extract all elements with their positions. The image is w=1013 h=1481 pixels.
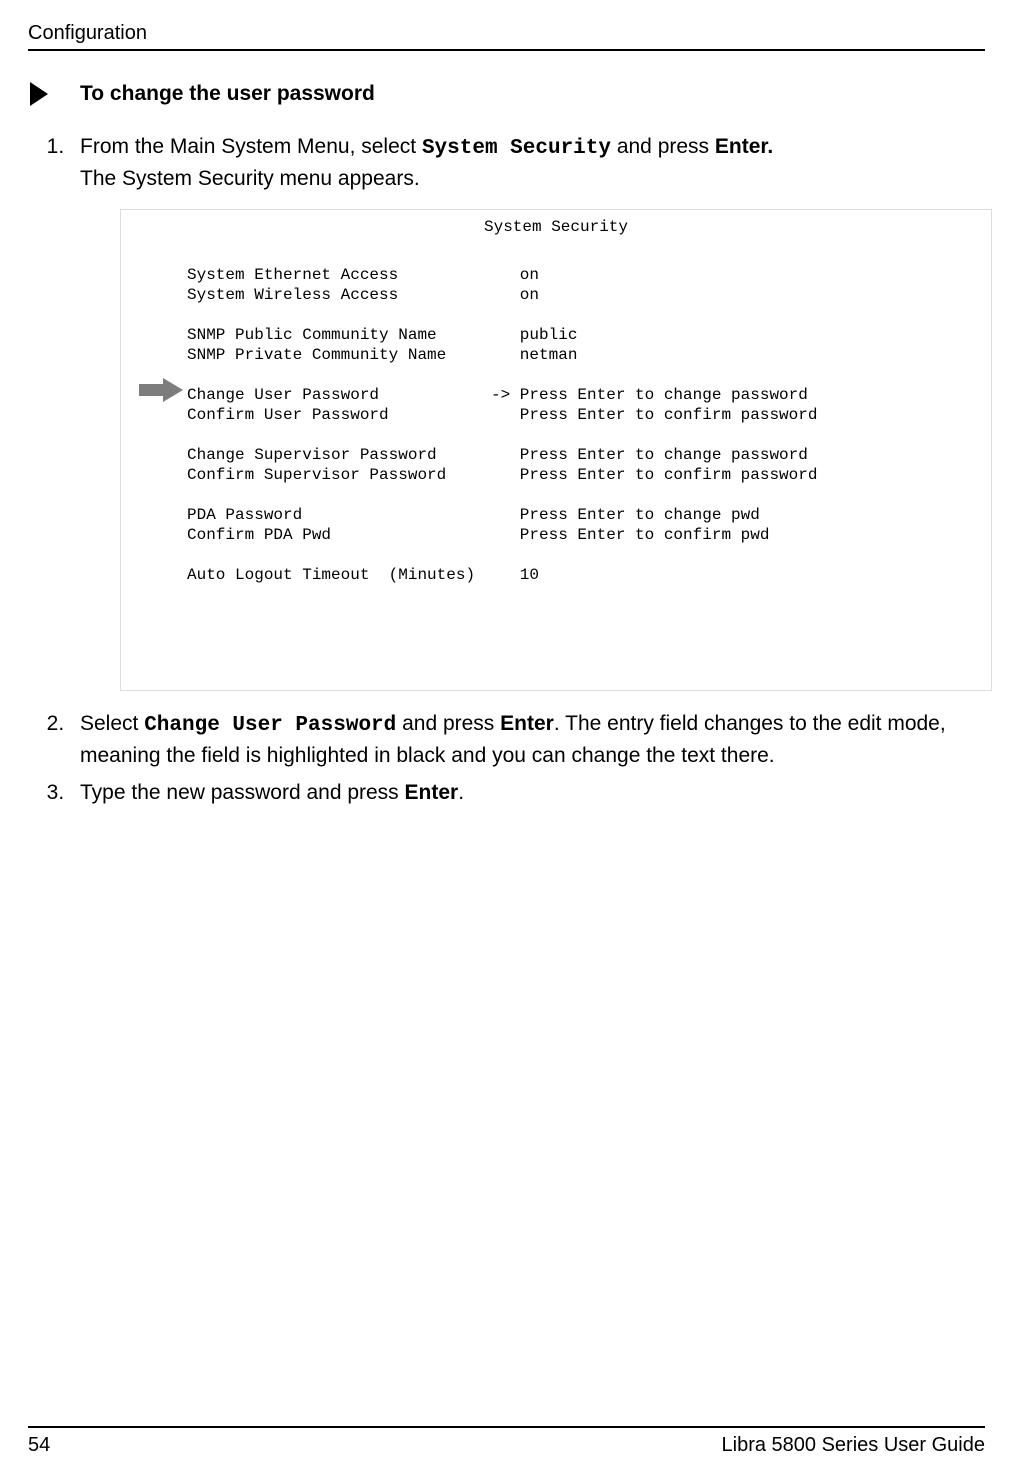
step-1: From the Main System Menu, select System… [70, 132, 985, 691]
step-3-text-a: Type the new password and press [80, 781, 405, 804]
menu-item-value: 10 [491, 564, 539, 587]
menu-item-value: on [491, 284, 539, 307]
terminal-screen: System Security System Ethernet Access o… [121, 210, 991, 690]
terminal-title: System Security [121, 216, 991, 239]
step-1-text-b: and press [611, 135, 715, 158]
menu-item-label: Confirm PDA Pwd [187, 524, 331, 547]
procedure-title: To change the user password [80, 82, 375, 106]
running-header: Configuration [28, 22, 985, 51]
step-1-code: System Security [422, 137, 611, 160]
pointer-arrow-icon [139, 378, 183, 402]
step-3-enter: Enter [405, 781, 459, 804]
page-footer: 54 Libra 5800 Series User Guide [28, 1426, 985, 1457]
step-2-code: Change User Password [144, 714, 396, 737]
menu-item-value: Press Enter to confirm pwd [491, 524, 769, 547]
procedure-heading: To change the user password [28, 80, 985, 108]
menu-item-label: Confirm Supervisor Password [187, 464, 446, 487]
menu-item-value: Press Enter to confirm password [491, 404, 817, 427]
page-content: To change the user password From the Mai… [28, 60, 985, 814]
step-1-enter: Enter. [715, 135, 773, 158]
menu-item-label: System Wireless Access [187, 284, 398, 307]
step-2-text-a: Select [80, 712, 144, 735]
step-1-line2: The System Security menu appears. [80, 167, 420, 190]
step-1-text-a: From the Main System Menu, select [80, 135, 422, 158]
step-2: Select Change User Password and press En… [70, 709, 985, 772]
menu-item-value: Press Enter to confirm password [491, 464, 817, 487]
menu-item-label: Confirm User Password [187, 404, 389, 427]
system-security-screenshot: System Security System Ethernet Access o… [120, 209, 992, 691]
procedure-arrow-icon [28, 80, 50, 108]
menu-item-label: SNMP Private Community Name [187, 344, 446, 367]
step-3: Type the new password and press Enter. [70, 778, 985, 808]
menu-item-label: Auto Logout Timeout (Minutes) [187, 564, 475, 587]
step-3-text-b: . [458, 781, 464, 804]
step-list: From the Main System Menu, select System… [28, 132, 985, 808]
page-number: 54 [28, 1434, 50, 1457]
step-2-enter: Enter [500, 712, 554, 735]
book-title: Libra 5800 Series User Guide [722, 1434, 985, 1457]
step-2-text-b: and press [396, 712, 500, 735]
section-title: Configuration [28, 22, 147, 44]
menu-item-value: netman [491, 344, 577, 367]
